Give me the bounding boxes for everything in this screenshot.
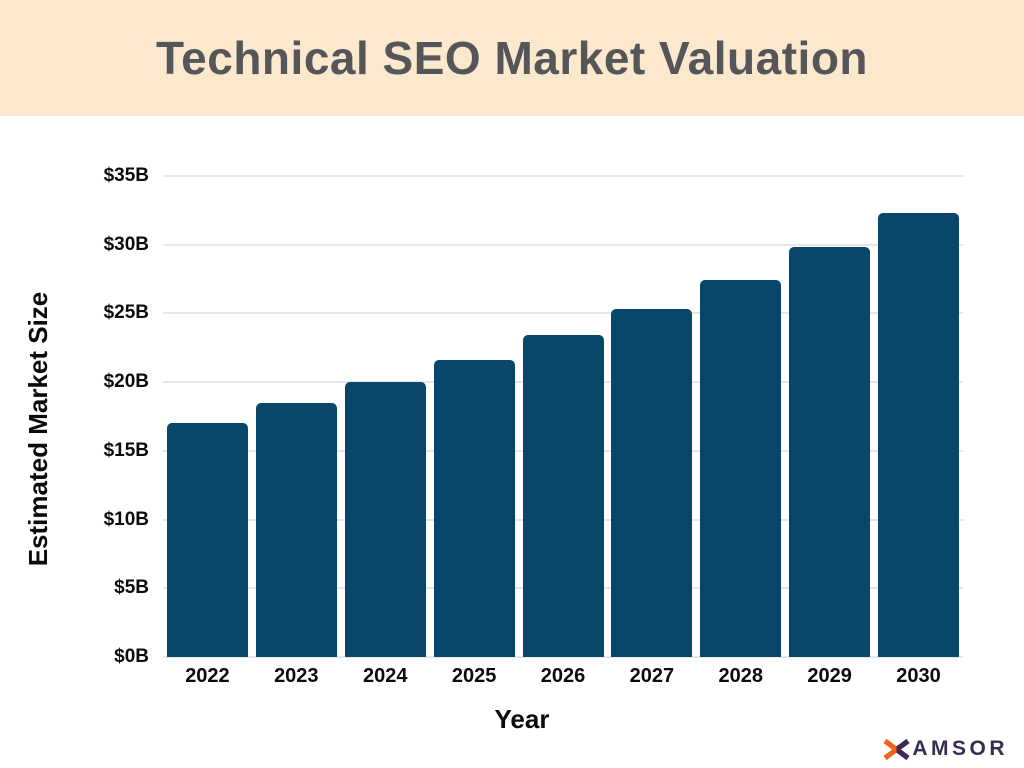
- x-tick-label-2027: 2027: [629, 665, 675, 687]
- gridline-0: [163, 656, 963, 658]
- bar-2024: [344, 382, 426, 657]
- logo-x-icon: [883, 738, 910, 760]
- y-tick-label-25: $25B: [103, 302, 149, 324]
- x-tick-label-2030: 2030: [896, 665, 941, 687]
- title-banner: Technical SEO Market Valuation: [0, 0, 1024, 116]
- brand-logo: AMSOR: [883, 735, 1008, 763]
- x-axis-label: Year: [494, 704, 550, 734]
- y-tick-label-20: $20B: [103, 371, 149, 393]
- gridline-25: [163, 312, 963, 315]
- logo-x-left-orange: [883, 738, 897, 760]
- page-title: Technical SEO Market Valuation: [155, 32, 869, 84]
- bar-2029: [789, 247, 871, 657]
- bar-2027: [611, 309, 693, 657]
- gridline-35: [163, 175, 963, 177]
- y-tick-label-35: $35B: [103, 165, 149, 186]
- logo-wordmark: AMSOR: [912, 737, 1008, 760]
- y-axis-ticks: $0B $5B $10B $15B $20B $25B $30B $35B: [55, 165, 155, 667]
- bar-2030: [878, 213, 960, 657]
- bar-2028: [700, 280, 782, 657]
- logo-x-right-purple: [896, 738, 910, 760]
- bar-2023: [255, 402, 337, 657]
- x-tick-label-2025: 2025: [451, 665, 497, 687]
- y-tick-label-0: $0B: [114, 646, 149, 667]
- y-tick-label-30: $30B: [103, 233, 149, 255]
- y-tick-label-10: $10B: [103, 508, 149, 530]
- gridline-30: [163, 243, 963, 246]
- x-tick-label-2029: 2029: [807, 665, 852, 687]
- y-tick-label-5: $5B: [114, 577, 149, 599]
- x-tick-label-2026: 2026: [540, 665, 586, 687]
- x-tick-label-2022: 2022: [185, 665, 230, 687]
- x-tick-label-2028: 2028: [718, 665, 764, 687]
- bar-2026: [522, 335, 604, 657]
- x-axis-ticks: 2022 2023 2024 2025 2026 2027 2028 2029 2030: [163, 663, 963, 689]
- bar-2025: [433, 360, 515, 657]
- x-tick-label-2024: 2024: [362, 665, 408, 687]
- y-axis-label: Estimated Market Size: [23, 291, 53, 567]
- y-tick-label-15: $15B: [103, 439, 149, 461]
- plot-area: [163, 175, 963, 658]
- x-tick-label-2023: 2023: [274, 665, 319, 687]
- bar-2022: [166, 423, 248, 657]
